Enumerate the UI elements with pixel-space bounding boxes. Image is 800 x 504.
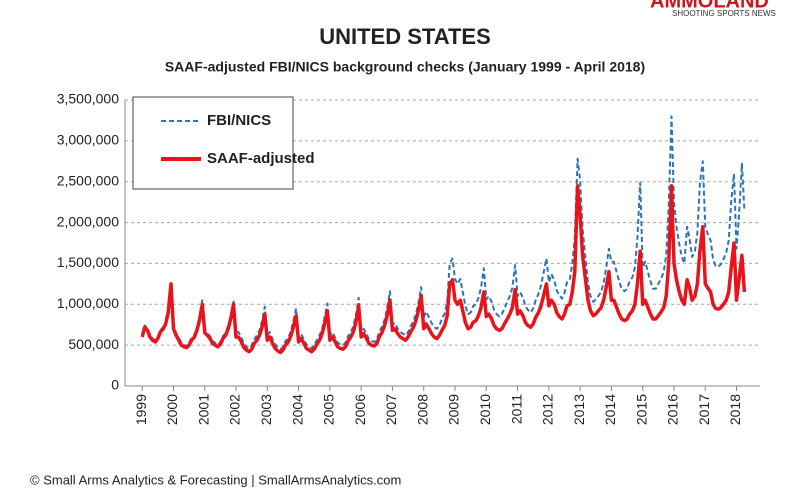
x-tick-label: 2012 [540, 394, 556, 425]
y-tick-label: 500,000 [68, 336, 119, 352]
watermark-tagline: SHOOTING SPORTS NEWS [672, 9, 776, 18]
x-tick-label: 2000 [164, 394, 180, 425]
x-tick-label: 2016 [665, 394, 681, 425]
watermark-brand: AMMOLAND [650, 0, 769, 12]
x-tick-label: 2006 [352, 394, 368, 425]
legend-box [132, 96, 294, 190]
x-tick-label: 2015 [633, 394, 649, 425]
x-tick-label: 2007 [383, 394, 399, 425]
x-tick-label: 2008 [414, 394, 430, 425]
x-tick-label: 2017 [696, 394, 712, 425]
x-tick-label: 2009 [446, 394, 462, 425]
x-tick-label: 2004 [289, 394, 305, 425]
chart-title: UNITED STATES [319, 24, 491, 49]
x-tick-label: 2018 [727, 394, 743, 425]
x-tick-label: 2013 [571, 394, 587, 425]
x-tick-label: 2003 [258, 394, 274, 425]
x-tick-label: 1999 [133, 394, 149, 425]
y-tick-label: 1,500,000 [57, 254, 119, 270]
footer: © Small Arms Analytics & Forecasting | S… [30, 472, 401, 487]
series-line [140, 184, 747, 355]
y-tick-label: 2,500,000 [57, 172, 119, 188]
x-tick-label: 2002 [227, 394, 243, 425]
x-tick-label: 2014 [602, 394, 618, 425]
legend-label: FBI/NICS [207, 112, 271, 129]
x-tick-label: 2005 [321, 394, 337, 425]
y-tick-label: 1,000,000 [57, 295, 119, 311]
y-tick-label: 2,000,000 [57, 213, 119, 229]
x-tick-label: 2011 [508, 394, 524, 424]
chart-subtitle: SAAF-adjusted FBI/NICS background checks… [165, 59, 645, 75]
legend-label: SAAF-adjusted [207, 150, 315, 167]
x-tick-label: 2001 [195, 394, 211, 425]
y-tick-label: 3,000,000 [57, 132, 119, 148]
legend: FBI/NICS SAAF-adjusted [132, 96, 315, 190]
x-tick-label: 2010 [477, 394, 493, 425]
y-tick-label: 3,500,000 [57, 91, 119, 107]
y-tick-label: 0 [111, 377, 119, 393]
